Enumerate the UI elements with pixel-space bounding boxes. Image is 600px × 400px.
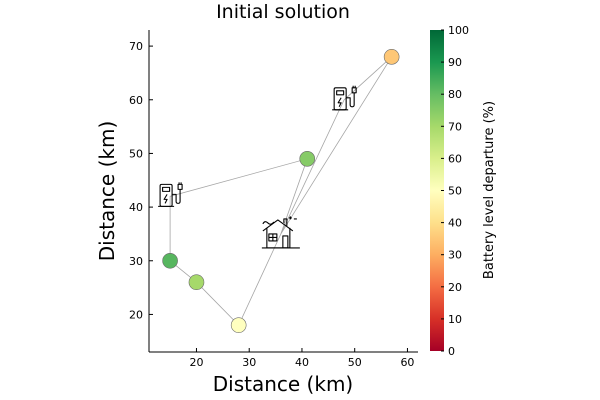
x-tick-label: 40 — [295, 356, 309, 369]
y-tick-label: 20 — [129, 308, 143, 321]
colorbar-tick-label: 60 — [448, 152, 462, 165]
x-axis-title: Distance (km) — [213, 372, 353, 396]
colorbar-tick-label: 70 — [448, 120, 462, 133]
icons-layer — [158, 85, 357, 249]
y-tick-label: 50 — [129, 147, 143, 160]
customer-point — [230, 317, 247, 333]
y-axis-title: Distance (km) — [95, 121, 119, 261]
x-tick-label: 50 — [348, 356, 362, 369]
y-tick-label: 70 — [129, 40, 143, 53]
customer-point — [299, 151, 316, 167]
customer-point — [188, 274, 205, 291]
colorbar-tick-label: 50 — [448, 185, 462, 198]
colorbar-tick-label: 100 — [448, 24, 469, 37]
colorbar-layer: 0 10 20 30 40 50 60 70 80 90 100 — [430, 24, 469, 358]
chart-title: Initial solution — [216, 1, 350, 23]
points-layer — [162, 49, 400, 333]
colorbar-title: Battery level departure (%) — [482, 101, 497, 279]
route-line — [280, 56, 392, 235]
axes-layer: 20 30 40 50 60 20 30 40 50 60 70 — [129, 30, 418, 369]
y-tick-label: 40 — [129, 201, 143, 214]
customer-point — [162, 252, 178, 269]
colorbar-gradient — [430, 30, 444, 351]
colorbar-tick-label: 90 — [448, 56, 462, 69]
x-tick-label: 60 — [400, 356, 414, 369]
colorbar-tick-label: 80 — [448, 88, 462, 101]
colorbar-tick-label: 0 — [448, 345, 455, 358]
ev-charger-icon — [332, 85, 357, 111]
ev-charger-icon — [158, 182, 183, 207]
colorbar-tick-label: 20 — [448, 281, 462, 294]
y-tick-label: 30 — [129, 255, 143, 268]
x-tick-label: 20 — [189, 356, 203, 369]
colorbar-tick-label: 10 — [448, 313, 462, 326]
colorbar-tick-label: 30 — [448, 249, 462, 262]
y-tick-label: 60 — [129, 94, 143, 107]
house-icon — [261, 216, 300, 249]
x-tick-label: 30 — [242, 356, 256, 369]
route-line — [169, 158, 308, 326]
colorbar-tick-label: 40 — [448, 217, 462, 230]
customer-point — [383, 49, 400, 65]
